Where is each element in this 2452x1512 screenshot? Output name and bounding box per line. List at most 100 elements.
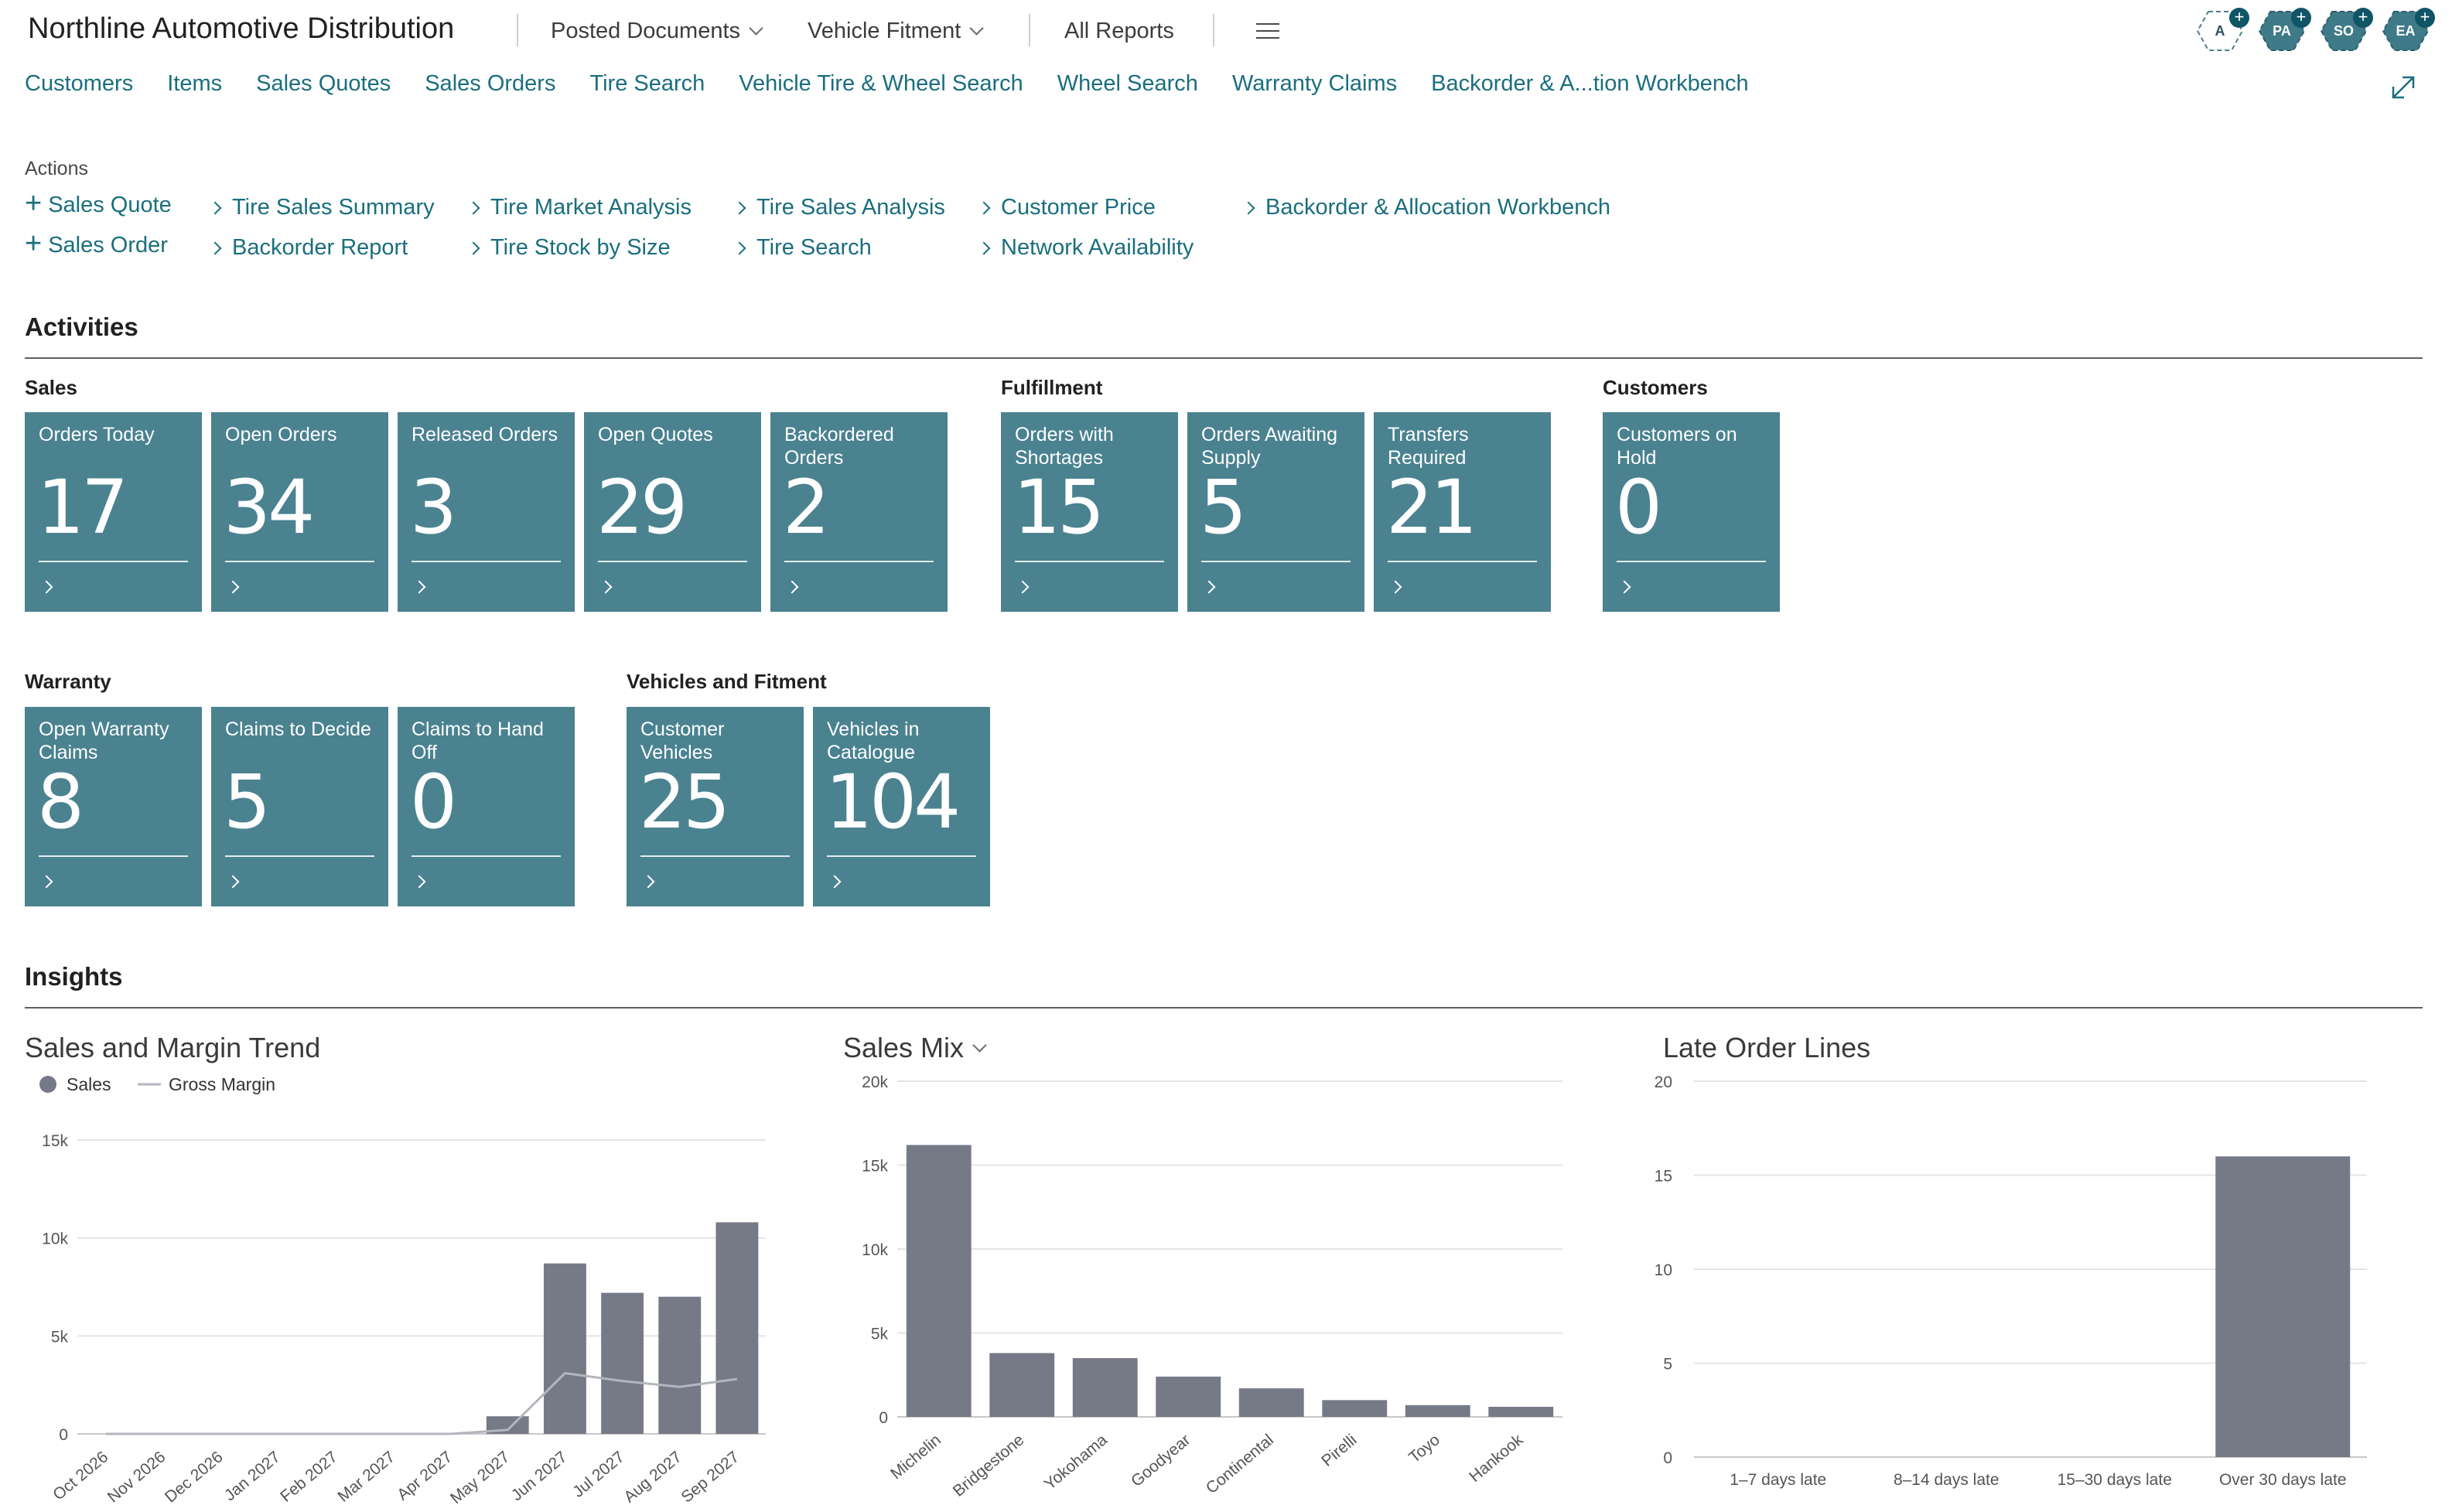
bar xyxy=(906,1145,972,1417)
nav-backorder-workbench[interactable]: Backorder & A...tion Workbench xyxy=(1431,71,1749,96)
cue-tile[interactable]: Customer Vehicles 25 xyxy=(627,707,804,906)
y-tick-label: 15k xyxy=(42,1132,68,1150)
cue-tile[interactable]: Claims to Decide 5 xyxy=(211,707,388,906)
nav-sales-orders[interactable]: Sales Orders xyxy=(425,71,556,96)
menu-label: Vehicle Fitment xyxy=(808,19,961,43)
cue-tile[interactable]: Orders Today 17 xyxy=(25,412,202,612)
x-tick-label: Dec 2026 xyxy=(162,1448,227,1506)
cue-tile[interactable]: Transfers Required 21 xyxy=(1374,412,1551,612)
y-tick-label: 10k xyxy=(862,1241,888,1259)
group-title-fulfillment: Fulfillment xyxy=(1001,376,1103,399)
hamburger-menu-icon[interactable] xyxy=(1256,23,1279,40)
action-customer-price[interactable]: Customer Price xyxy=(977,195,1156,220)
chevron-right-icon xyxy=(208,201,222,214)
cue-tile-label: Open Warranty Claims xyxy=(39,718,169,763)
chevron-down-icon xyxy=(972,1037,987,1053)
user-avatars: A + PA + SO + EA + xyxy=(2197,8,2435,53)
menu-all-reports[interactable]: All Reports xyxy=(1064,19,1174,44)
cue-tile[interactable]: Backordered Orders 2 xyxy=(770,412,948,612)
action-network-availability[interactable]: Network Availability xyxy=(977,235,1194,261)
cue-tile-divider xyxy=(598,561,747,562)
chevron-right-icon xyxy=(39,875,53,889)
chart-sales-mix[interactable]: 0 5k 10k 15k 20k Michelin Bridgestone Yokohama G… xyxy=(820,1067,1624,1512)
cue-tile[interactable]: Open Warranty Claims 8 xyxy=(25,707,202,906)
cue-tile-label: Open Orders xyxy=(225,424,337,445)
menu-vehicle-fitment[interactable]: Vehicle Fitment xyxy=(808,19,984,44)
cue-tile[interactable]: Orders with Shortages 15 xyxy=(1001,412,1178,612)
avatar[interactable]: PA + xyxy=(2259,8,2311,53)
company-name[interactable]: Northline Automotive Distribution xyxy=(28,12,455,45)
nav-items[interactable]: Items xyxy=(167,71,223,96)
cue-tile-divider xyxy=(827,855,976,857)
bar xyxy=(658,1296,702,1434)
cue-tile-value: 3 xyxy=(410,464,457,551)
nav-customers[interactable]: Customers xyxy=(25,71,134,96)
cue-tile[interactable]: Released Orders 3 xyxy=(398,412,575,612)
chart-title-sales-mix[interactable]: Sales Mix xyxy=(843,1032,987,1064)
menu-label: All Reports xyxy=(1064,19,1174,43)
cue-tile-label: Orders Awaiting Supply xyxy=(1201,424,1338,469)
plus-icon: + xyxy=(25,187,43,220)
section-divider xyxy=(25,1007,2423,1009)
nav-wheel-search[interactable]: Wheel Search xyxy=(1057,71,1198,96)
cue-tile-value: 8 xyxy=(37,759,84,845)
expand-icon[interactable] xyxy=(2390,74,2416,101)
x-tick-label: Feb 2027 xyxy=(277,1448,341,1506)
x-tick-label: Jan 2027 xyxy=(221,1448,284,1504)
x-tick-label: Michelin xyxy=(887,1431,944,1483)
bar xyxy=(1488,1406,1554,1417)
action-backorder-report[interactable]: Backorder Report xyxy=(208,235,408,261)
chevron-right-icon xyxy=(1202,580,1216,594)
action-tire-sales-analysis[interactable]: Tire Sales Analysis xyxy=(733,195,945,220)
chevron-right-icon xyxy=(977,201,991,214)
avatar-initials: EA xyxy=(2396,23,2416,39)
bar xyxy=(601,1292,644,1434)
chart-late-order-lines[interactable]: 0 5 10 15 20 1–7 days late 8–14 days late 15–30… xyxy=(1640,1067,2444,1512)
action-tire-market-analysis[interactable]: Tire Market Analysis xyxy=(466,195,692,220)
group-title-vehicles-fitment: Vehicles and Fitment xyxy=(627,670,827,693)
cue-tile-value: 5 xyxy=(1200,464,1247,551)
action-label: Tire Stock by Size xyxy=(490,235,671,260)
menu-posted-documents[interactable]: Posted Documents xyxy=(551,19,763,44)
x-tick-label: Jul 2027 xyxy=(569,1448,628,1501)
x-tick-label: Toyo xyxy=(1405,1431,1443,1466)
cue-tile[interactable]: Vehicles in Catalogue 104 xyxy=(813,707,990,906)
plus-icon: + xyxy=(2291,8,2311,28)
x-tick-label: Yokohama xyxy=(1041,1431,1111,1493)
chevron-right-icon xyxy=(1617,580,1631,594)
header-divider xyxy=(1213,14,1214,46)
cue-tile[interactable]: Orders Awaiting Supply 5 xyxy=(1187,412,1364,612)
cue-tile-value: 25 xyxy=(639,759,730,845)
cue-tile-divider xyxy=(412,561,561,562)
avatar[interactable]: SO + xyxy=(2321,8,2373,53)
group-title-customers: Customers xyxy=(1603,376,1708,399)
chevron-right-icon xyxy=(599,580,613,594)
cue-tile-value: 15 xyxy=(1013,464,1105,551)
bar xyxy=(1156,1376,1221,1417)
action-tire-search[interactable]: Tire Search xyxy=(733,235,872,261)
action-sales-order[interactable]: + Sales Order xyxy=(25,229,168,258)
avatar[interactable]: EA + xyxy=(2382,8,2435,53)
cue-tile[interactable]: Claims to Hand Off 0 xyxy=(398,707,575,906)
action-tire-sales-summary[interactable]: Tire Sales Summary xyxy=(208,195,435,220)
cue-tile-value: 29 xyxy=(596,464,688,551)
y-tick-label: 10 xyxy=(1655,1261,1672,1279)
action-tire-stock-by-size[interactable]: Tire Stock by Size xyxy=(466,235,671,261)
action-backorder-allocation-workbench[interactable]: Backorder & Allocation Workbench xyxy=(1241,195,1610,220)
action-label: Sales Quote xyxy=(48,192,172,217)
cue-tile[interactable]: Customers on Hold 0 xyxy=(1603,412,1780,612)
avatar[interactable]: A + xyxy=(2197,8,2249,53)
nav-vehicle-tire-wheel-search[interactable]: Vehicle Tire & Wheel Search xyxy=(739,71,1023,96)
legend-marker-sales xyxy=(39,1076,56,1093)
bar xyxy=(1072,1358,1138,1417)
nav-tire-search[interactable]: Tire Search xyxy=(589,71,705,96)
nav-warranty-claims[interactable]: Warranty Claims xyxy=(1231,71,1398,96)
cue-tile-divider xyxy=(225,855,374,857)
action-sales-quote[interactable]: + Sales Quote xyxy=(25,187,172,220)
nav-sales-quotes[interactable]: Sales Quotes xyxy=(256,71,391,96)
cue-tile[interactable]: Open Orders 34 xyxy=(211,412,388,612)
chevron-right-icon xyxy=(412,875,426,889)
chevron-right-icon xyxy=(733,241,746,254)
cue-tile[interactable]: Open Quotes 29 xyxy=(584,412,761,612)
